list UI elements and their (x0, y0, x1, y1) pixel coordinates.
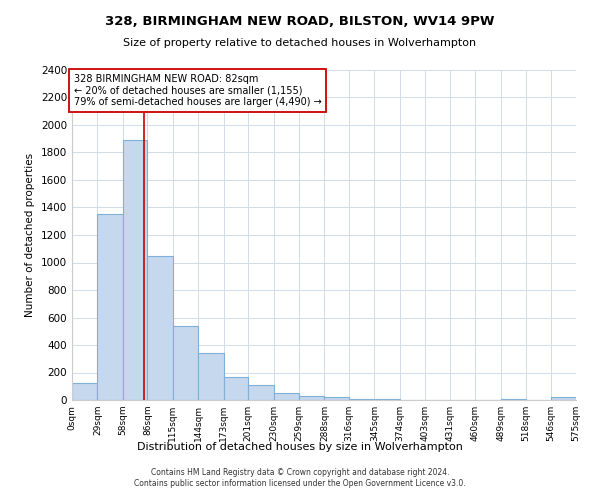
Text: 328 BIRMINGHAM NEW ROAD: 82sqm
← 20% of detached houses are smaller (1,155)
79% : 328 BIRMINGHAM NEW ROAD: 82sqm ← 20% of … (74, 74, 322, 108)
Bar (72, 383, 97, 400)
Bar (123, 140, 148, 400)
Bar (198, 353, 224, 400)
Bar (500, 398, 526, 400)
Y-axis label: Number of detached properties: Number of detached properties (25, 153, 35, 317)
Bar (299, 396, 325, 400)
Bar (325, 397, 349, 400)
Bar (224, 378, 248, 400)
Bar (349, 398, 374, 400)
Text: 328, BIRMINGHAM NEW ROAD, BILSTON, WV14 9PW: 328, BIRMINGHAM NEW ROAD, BILSTON, WV14 … (105, 15, 495, 28)
Bar (551, 397, 576, 400)
Bar (274, 393, 299, 400)
Bar (248, 385, 274, 400)
Bar (148, 256, 173, 400)
Bar (173, 326, 198, 400)
Bar (97, 214, 123, 400)
Text: Size of property relative to detached houses in Wolverhampton: Size of property relative to detached ho… (124, 38, 476, 48)
Text: Distribution of detached houses by size in Wolverhampton: Distribution of detached houses by size … (137, 442, 463, 452)
Text: Contains HM Land Registry data © Crown copyright and database right 2024.
Contai: Contains HM Land Registry data © Crown c… (134, 468, 466, 487)
